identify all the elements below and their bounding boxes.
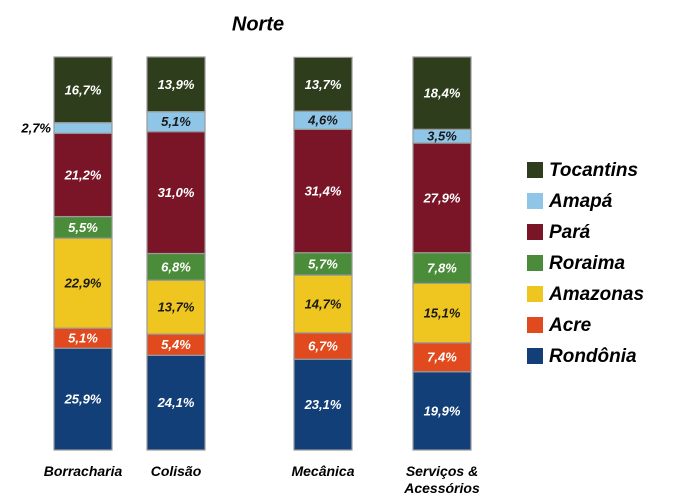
data-label: 4,6% <box>307 113 338 128</box>
bar-segment <box>146 354 206 451</box>
legend-label: Amapá <box>548 191 613 212</box>
legend-label: Tocantins <box>549 160 638 181</box>
legend-swatch <box>527 317 543 333</box>
data-label: 5,7% <box>308 256 338 271</box>
data-label: 13,7% <box>158 300 195 315</box>
legend-label: Roraima <box>549 253 625 274</box>
chart-title: Norte <box>232 13 284 35</box>
data-label: 14,7% <box>305 296 342 311</box>
bar-segment <box>412 371 472 451</box>
bar-segment <box>53 347 113 451</box>
bar-segment <box>53 132 113 218</box>
data-label: 31,4% <box>305 183 342 198</box>
data-label: 13,7% <box>305 77 342 92</box>
legend-label: Pará <box>549 222 591 243</box>
data-label: 5,4% <box>161 337 191 352</box>
bar-segment <box>412 142 472 254</box>
data-label: 6,7% <box>308 338 338 353</box>
bar-segment <box>53 56 113 124</box>
x-tick-label: Borracharia <box>43 463 123 479</box>
data-label: 3,5% <box>427 129 457 144</box>
data-label: 31,0% <box>158 185 195 200</box>
data-label: 25,9% <box>64 392 102 407</box>
x-tick-label: Mecânica <box>291 463 355 479</box>
data-label: 13,9% <box>158 77 195 92</box>
legend-label: Rondônia <box>549 346 637 367</box>
data-label: 2,7% <box>20 120 51 135</box>
bar-segment <box>412 56 472 130</box>
data-label: 22,9% <box>64 276 102 291</box>
data-label: 16,7% <box>65 82 102 97</box>
data-label: 7,4% <box>427 350 457 365</box>
legend-swatch <box>527 193 543 209</box>
bar-segment <box>293 128 353 254</box>
data-label: 19,9% <box>424 403 461 418</box>
data-label: 24,1% <box>157 395 195 410</box>
data-label: 27,9% <box>423 190 461 205</box>
data-label: 5,1% <box>161 114 191 129</box>
data-label: 5,1% <box>68 331 98 346</box>
bar-segment <box>293 56 353 112</box>
bar-segment <box>412 342 472 373</box>
data-label: 18,4% <box>424 86 461 101</box>
legend-label: Amazonas <box>548 284 644 305</box>
bar-segment <box>293 274 353 334</box>
legend-swatch <box>527 286 543 302</box>
bar-segment <box>293 332 353 360</box>
legend-label: Acre <box>548 315 592 336</box>
legend-swatch <box>527 162 543 178</box>
data-label: 7,8% <box>427 260 457 275</box>
data-label: 5,5% <box>68 220 98 235</box>
bar-segment <box>293 358 353 451</box>
bar-segment <box>53 122 113 134</box>
data-label: 15,1% <box>424 305 461 320</box>
legend-swatch <box>527 348 543 364</box>
bar-segment <box>146 56 206 113</box>
data-label: 6,8% <box>161 259 191 274</box>
data-label: 21,2% <box>64 167 102 182</box>
legend-swatch <box>527 224 543 240</box>
legend-swatch <box>527 255 543 271</box>
bar-segment <box>146 279 206 335</box>
bar-segment <box>412 282 472 344</box>
data-label: 23,1% <box>304 397 342 412</box>
x-tick-label: Colisão <box>150 463 202 479</box>
bar-segment <box>146 131 206 255</box>
x-tick-label: Serviços & Acessórios <box>404 463 480 496</box>
